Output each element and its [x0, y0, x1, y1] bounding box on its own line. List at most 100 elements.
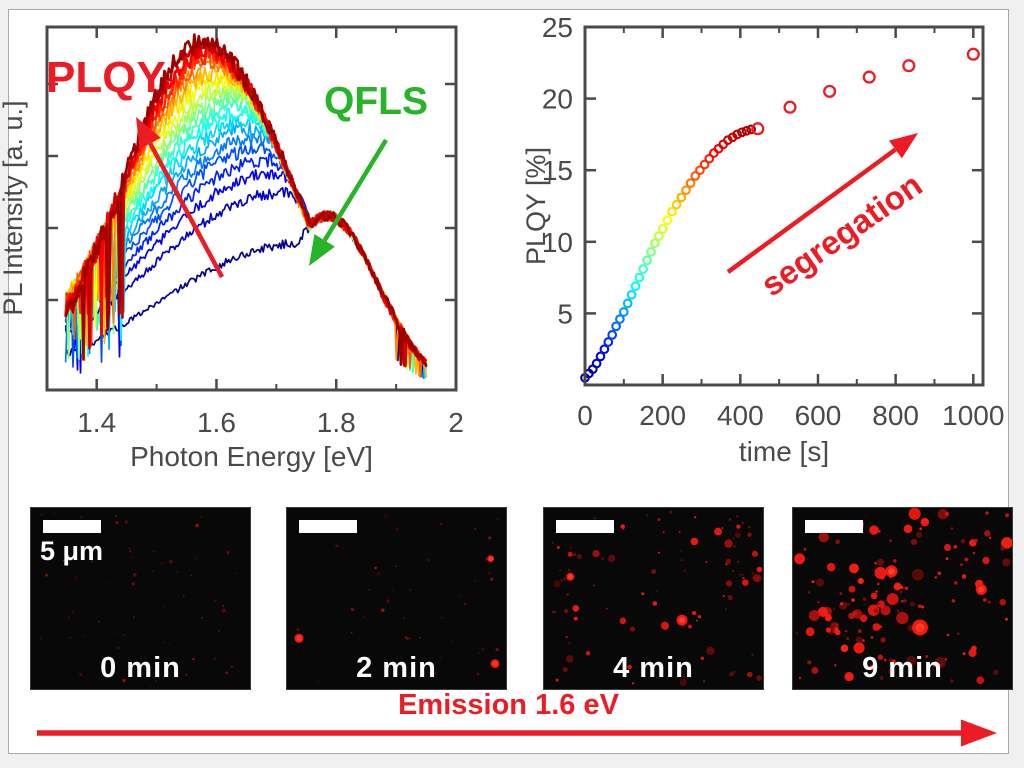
pl-emission-spot — [877, 600, 885, 608]
pl-emission-spot — [973, 538, 978, 543]
data-point-late — [751, 122, 765, 136]
pl-emission-spot — [832, 607, 836, 611]
pl-emission-spot — [490, 577, 494, 581]
pl-emission-spot — [934, 656, 946, 669]
pl-emission-spot — [556, 546, 560, 549]
pl-emission-spot — [982, 598, 987, 602]
scale-bar — [556, 520, 614, 533]
pl-emission-spot — [872, 623, 881, 631]
pl-emission-spot — [976, 676, 985, 685]
data-point-late — [966, 47, 980, 61]
pl-emission-spot — [756, 566, 763, 573]
time-label-0min: 0 min — [100, 652, 181, 684]
pl-emission-spot — [741, 579, 749, 587]
pl-emission-spot — [953, 545, 958, 549]
pl-emission-spot — [982, 556, 990, 565]
pl-emission-spot — [593, 517, 596, 520]
pl-emission-spot — [862, 639, 865, 642]
time-label-4min: 4 min — [613, 652, 694, 684]
x-axis-label: Photon Energy [eV] — [130, 441, 373, 472]
pl-emission-spot — [869, 525, 879, 535]
data-point — [667, 206, 677, 217]
qfls-decrease-arrow — [322, 138, 388, 242]
pl-emission-spot — [851, 598, 855, 602]
pl-emission-spot — [808, 610, 820, 621]
pl-emission-spot — [52, 675, 55, 677]
pl-emission-spot — [592, 550, 600, 558]
pl-emission-spot — [985, 511, 989, 515]
time-progress-arrow — [37, 719, 997, 747]
pl-emission-spot — [908, 508, 921, 520]
pl-emission-spot — [222, 612, 225, 614]
pl-spectrum-curve — [64, 33, 428, 368]
pl-emission-spot — [993, 669, 999, 675]
pl-emission-spot — [566, 655, 574, 663]
pl-emission-spot — [844, 671, 854, 682]
pl-emission-spot — [641, 592, 645, 596]
pl-emission-spot — [657, 551, 660, 554]
emissive-clusters — [39, 512, 238, 688]
pl-emission-spot — [751, 572, 754, 575]
pl-emission-spot — [392, 589, 395, 592]
pl-emission-spot — [944, 543, 952, 552]
pl-emission-spot — [1001, 537, 1012, 549]
x-tick-label: 1.6 — [197, 407, 236, 438]
data-point — [650, 238, 660, 249]
pl-emission-spot — [733, 670, 736, 673]
pl-emission-spot — [182, 568, 184, 570]
pl-emission-spot — [739, 573, 743, 577]
pl-emission-spot — [880, 637, 886, 643]
pl-map-dots-9min — [794, 508, 1012, 685]
pl-emission-spot — [683, 675, 686, 678]
pl-emission-spot — [374, 566, 377, 570]
pl-emission-spot — [903, 599, 907, 603]
pl-emission-blob-core — [568, 574, 573, 579]
pl-emission-spot — [383, 676, 386, 679]
pl-emission-spot — [732, 537, 735, 540]
pl-emission-spot — [236, 572, 238, 575]
pl-emission-spot — [477, 652, 480, 654]
data-point — [615, 314, 625, 324]
pl-emission-spot — [834, 664, 837, 667]
pl-emission-spot — [919, 527, 923, 531]
pl-emission-spot — [488, 536, 492, 540]
data-point — [676, 192, 687, 203]
pl-emission-spot — [290, 605, 293, 607]
data-point — [603, 337, 614, 347]
pl-emission-spot — [733, 545, 736, 548]
pl-emission-spot — [953, 581, 958, 585]
pl-emission-spot — [222, 608, 226, 613]
pl-emission-spot — [848, 585, 856, 593]
pl-emission-spot — [631, 682, 635, 685]
x-tick-label: 2 — [448, 407, 464, 438]
pl-emission-spot — [317, 681, 319, 683]
pl-emission-spot — [65, 584, 68, 587]
data-point — [634, 272, 645, 283]
data-point — [695, 165, 705, 176]
pl-emission-spot — [646, 514, 649, 517]
pl-emission-spot — [857, 577, 864, 585]
x-tick-label: 600 — [795, 400, 842, 431]
pl-emission-spot — [911, 568, 924, 581]
pl-emission-spot — [160, 562, 163, 565]
pl-emission-spot — [106, 582, 108, 585]
pl-emission-spot — [368, 588, 371, 591]
pl-emission-spot — [79, 672, 83, 677]
pl-emission-spot — [487, 571, 492, 575]
pl-emission-spot — [700, 656, 705, 660]
pl-emission-spot — [925, 655, 929, 658]
pl-emission-spot — [562, 667, 568, 673]
pl-emission-spot — [62, 559, 65, 562]
pl-emission-spot — [678, 531, 681, 534]
emissive-clusters — [794, 508, 1012, 685]
segregation-arrow-head — [888, 133, 918, 159]
pl-emission-spot — [222, 605, 225, 607]
pl-emission-spot — [45, 573, 48, 577]
pl-emission-spot — [474, 580, 476, 582]
pl-emission-spot — [660, 621, 670, 630]
plqy-increase-arrow — [148, 142, 224, 279]
pl-emission-spot — [57, 661, 60, 664]
pl-emission-spot — [937, 508, 949, 520]
pl-emission-blob-core — [488, 556, 493, 561]
